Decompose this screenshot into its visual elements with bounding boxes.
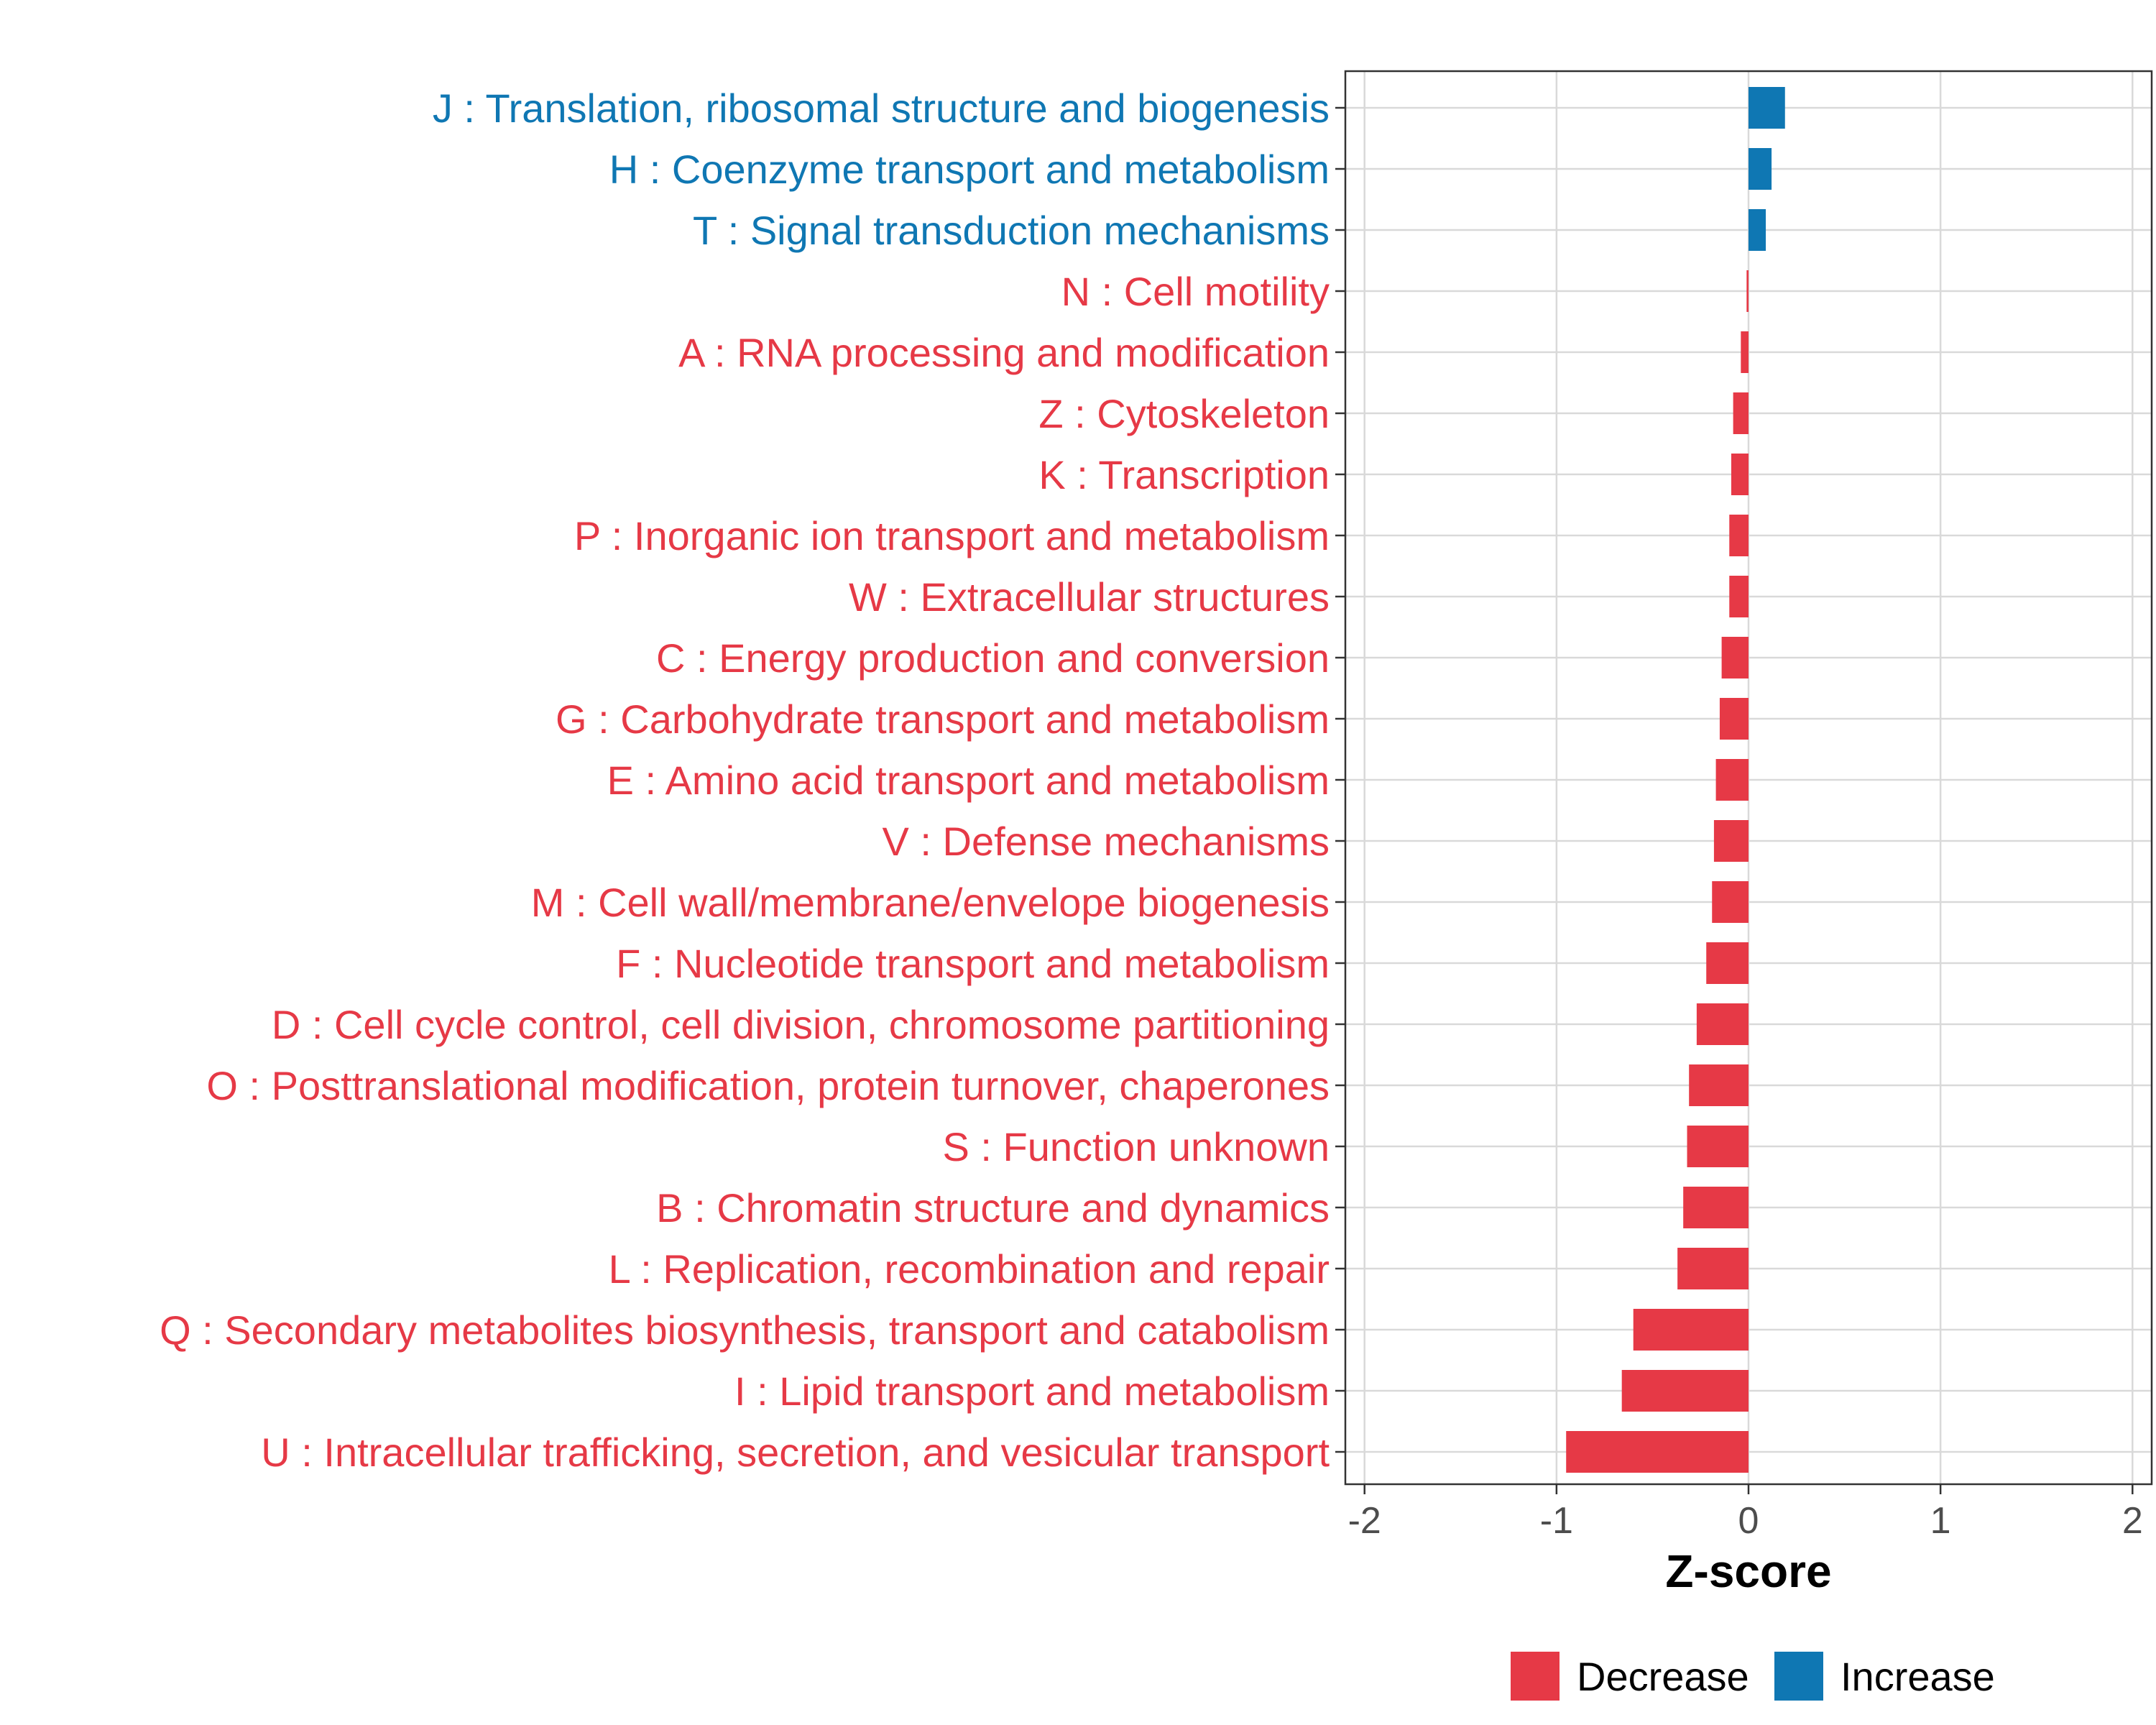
- category-label: O : Posttranslational modification, prot…: [206, 1063, 1330, 1108]
- bar: [1729, 515, 1749, 556]
- bar: [1621, 1370, 1749, 1412]
- category-label: J : Translation, ribosomal structure and…: [433, 86, 1330, 131]
- category-label: G : Carbohydrate transport and metabolis…: [556, 696, 1330, 742]
- category-label: H : Coenzyme transport and metabolism: [609, 147, 1330, 192]
- legend-swatch: [1774, 1652, 1823, 1701]
- category-label: W : Extracellular structures: [849, 574, 1330, 620]
- bar: [1729, 576, 1749, 617]
- y-axis: J : Translation, ribosomal structure and…: [160, 86, 1345, 1475]
- bar: [1733, 392, 1749, 434]
- category-label: I : Lipid transport and metabolism: [734, 1368, 1330, 1414]
- bar: [1746, 270, 1749, 312]
- category-label: A : RNA processing and modification: [678, 330, 1330, 375]
- bar: [1633, 1309, 1749, 1351]
- bar: [1683, 1187, 1749, 1228]
- bar: [1749, 148, 1772, 190]
- bar: [1721, 637, 1749, 678]
- bars: [1566, 87, 1785, 1473]
- x-axis-title: Z-score: [1665, 1545, 1831, 1597]
- bar: [1677, 1248, 1749, 1289]
- bar: [1566, 1431, 1749, 1473]
- category-label: V : Defense mechanisms: [883, 819, 1330, 864]
- x-tick-label: -2: [1348, 1500, 1381, 1542]
- bar: [1712, 881, 1749, 923]
- legend: Decrease Increase: [1511, 1652, 1995, 1701]
- category-label: K : Transcription: [1038, 452, 1330, 497]
- bar: [1749, 209, 1766, 251]
- category-label: D : Cell cycle control, cell division, c…: [272, 1002, 1330, 1047]
- category-label: P : Inorganic ion transport and metaboli…: [574, 513, 1330, 558]
- category-label: C : Energy production and conversion: [656, 635, 1330, 681]
- bar: [1719, 698, 1749, 740]
- bar: [1731, 454, 1749, 495]
- bar: [1687, 1126, 1749, 1167]
- x-tick-label: 2: [2122, 1500, 2143, 1542]
- legend-swatch: [1511, 1652, 1560, 1701]
- bar: [1715, 759, 1749, 801]
- x-tick-label: 0: [1738, 1500, 1759, 1542]
- legend-label: Increase: [1841, 1654, 1995, 1699]
- legend-label: Decrease: [1577, 1654, 1749, 1699]
- category-label: S : Function unknown: [942, 1124, 1330, 1169]
- bar: [1741, 331, 1749, 373]
- bar: [1696, 1003, 1749, 1045]
- category-label: U : Intracellular trafficking, secretion…: [261, 1430, 1330, 1475]
- x-axis: -2 -1 0 1 2: [1348, 1484, 2143, 1542]
- category-label: Z : Cytoskeleton: [1038, 391, 1330, 436]
- bar: [1713, 820, 1749, 862]
- category-label: E : Amino acid transport and metabolism: [607, 758, 1330, 803]
- category-label: F : Nucleotide transport and metabolism: [616, 941, 1330, 986]
- category-label: T : Signal transduction mechanisms: [693, 208, 1330, 253]
- bar: [1706, 942, 1749, 984]
- bar: [1689, 1064, 1749, 1106]
- category-label: N : Cell motility: [1061, 269, 1330, 314]
- bar: [1749, 87, 1785, 129]
- x-tick-label: -1: [1540, 1500, 1573, 1542]
- category-label: B : Chromatin structure and dynamics: [656, 1185, 1330, 1230]
- category-label: L : Replication, recombination and repai…: [609, 1246, 1330, 1292]
- x-tick-label: 1: [1930, 1500, 1951, 1542]
- category-label: Q : Secondary metabolites biosynthesis, …: [160, 1307, 1330, 1353]
- category-label: M : Cell wall/membrane/envelope biogenes…: [531, 880, 1330, 925]
